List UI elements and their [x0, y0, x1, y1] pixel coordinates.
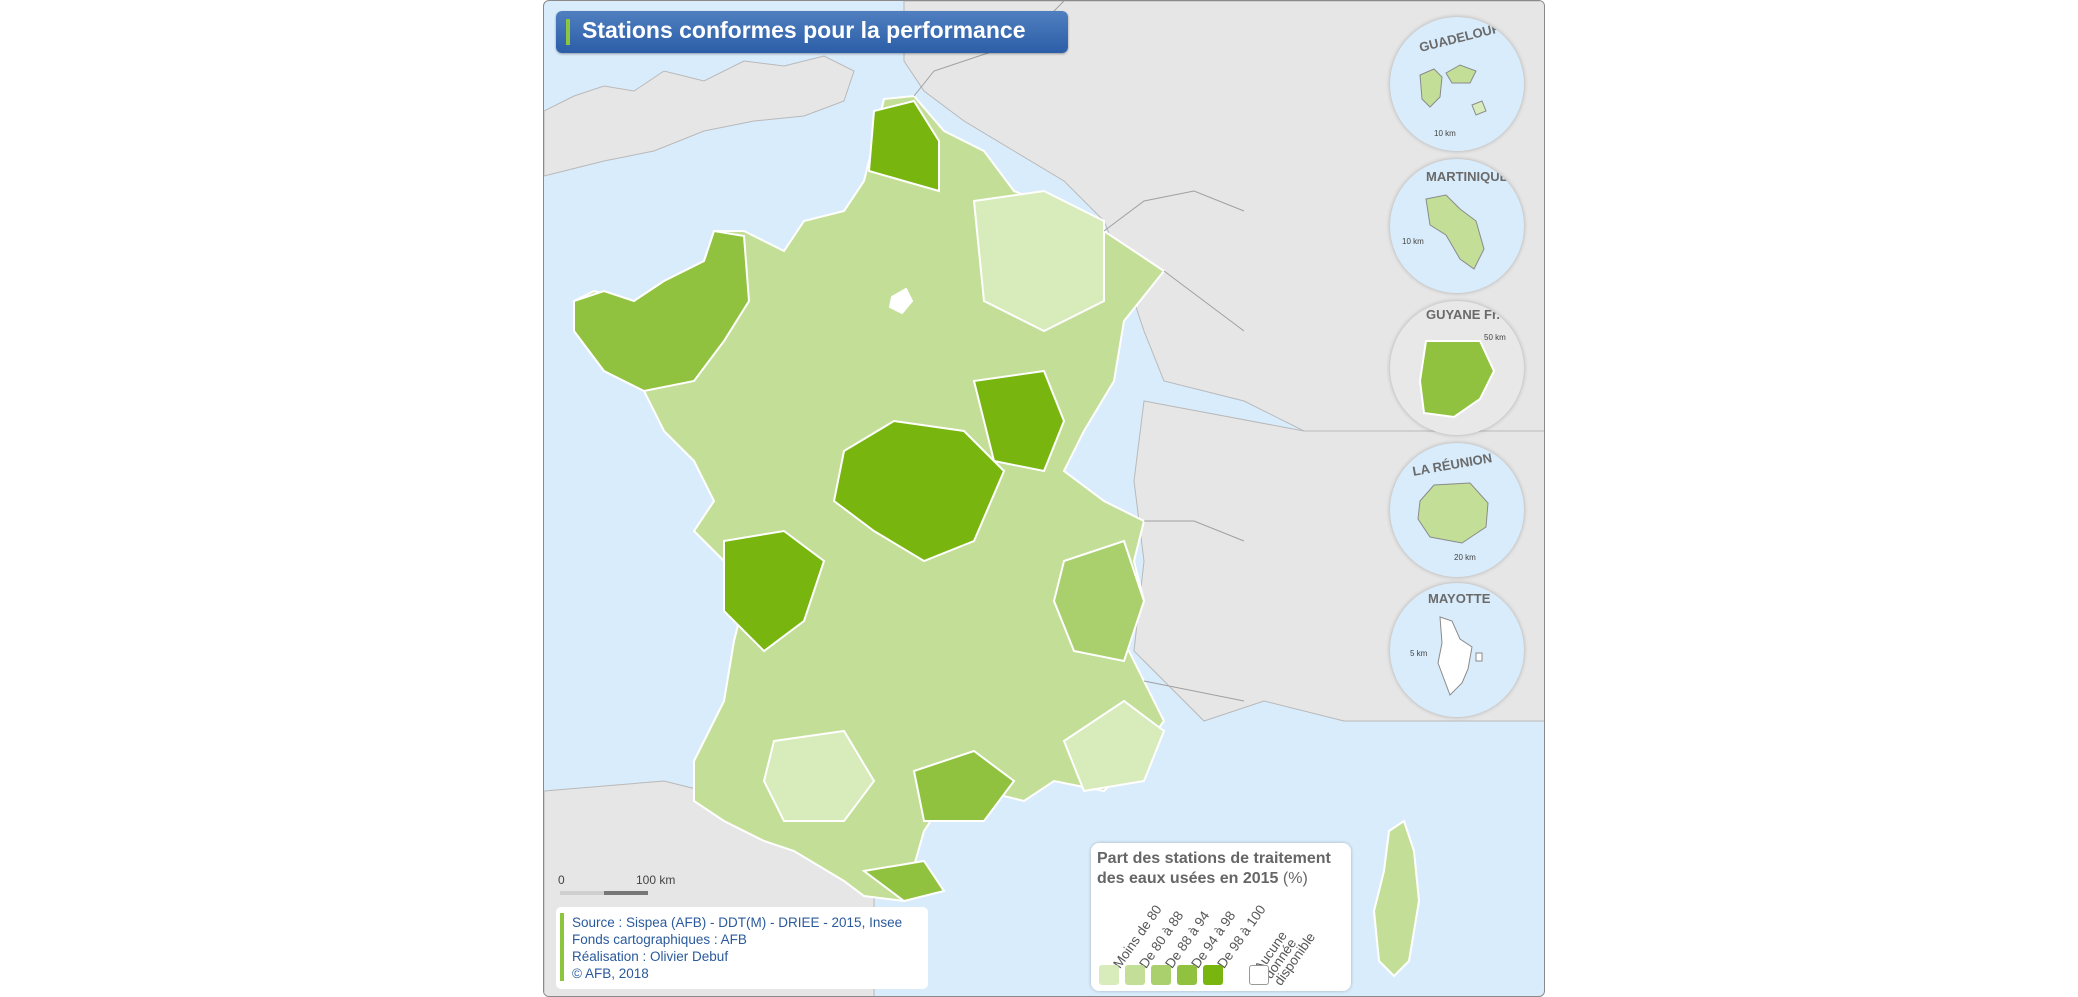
legend-swatch-6 [1249, 965, 1269, 985]
scale-line-half [560, 891, 604, 895]
title-accent-bar [566, 19, 570, 45]
martinique-shape [1425, 194, 1485, 270]
source-accent-bar [560, 913, 564, 981]
region-centre [832, 419, 1006, 563]
region-alps [1052, 539, 1146, 663]
inset-martinique[interactable]: MARTINIQUE 10 km [1390, 159, 1524, 293]
source-line-4: © AFB, 2018 [572, 966, 649, 981]
inset-guyane[interactable]: GUYANE Fr. 50 km [1390, 301, 1524, 435]
guadeloupe-shape [1419, 64, 1487, 116]
map-frame: Stations conformes pour la performance 0… [543, 0, 1545, 997]
scale-zero-label: 0 [558, 873, 565, 887]
guyane-shape [1418, 340, 1496, 419]
source-box: Source : Sispea (AFB) - DDT(M) - DRIEE -… [556, 907, 928, 989]
legend-title-text: Part des stations de traitement des eaux… [1097, 850, 1331, 887]
region-brittany [573, 229, 751, 393]
region-southeast-coast [1062, 699, 1166, 793]
scale-end-label: 100 km [636, 873, 676, 887]
source-line-3: Réalisation : Olivier Debuf [572, 949, 729, 964]
region-west-coast [723, 529, 826, 653]
legend-unit: (%) [1282, 870, 1308, 887]
source-line-2: Fonds cartographiques : AFB [572, 932, 747, 947]
border-lines [913, 1, 1245, 702]
inset-scale-mayotte: 5 km [1410, 649, 1428, 658]
scale-line [560, 891, 648, 895]
map-title-box: Stations conformes pour la performance [556, 11, 1068, 53]
region-south-lowlands [762, 729, 876, 822]
legend-swatch-4 [1177, 965, 1197, 985]
legend-title: Part des stations de traitement des eaux… [1097, 849, 1347, 889]
legend-swatch-5 [1203, 965, 1223, 985]
legend: Part des stations de traitement des eaux… [1091, 843, 1351, 991]
corsica [1372, 819, 1421, 978]
scale-bar: 0 100 km [558, 869, 675, 899]
region-northeast [972, 189, 1105, 333]
mayotte-shape [1437, 616, 1483, 696]
inset-scale-guyane: 50 km [1484, 333, 1506, 342]
page-title: Stations conformes pour la performance [582, 17, 1026, 43]
region-north [867, 99, 940, 193]
inset-scale-reunion: 20 km [1454, 553, 1476, 562]
inset-reunion[interactable]: LA RÉUNION 20 km [1390, 443, 1524, 577]
reunion-shape [1417, 482, 1489, 544]
inset-scale-martinique: 10 km [1402, 237, 1424, 246]
inset-scale-guadeloupe: 10 km [1434, 129, 1456, 138]
region-east [972, 369, 1066, 473]
region-gulf-lion [912, 749, 1016, 822]
inset-label-mayotte: MAYOTTE [1428, 591, 1491, 606]
legend-swatch-2 [1125, 965, 1145, 985]
legend-swatch-1 [1099, 965, 1119, 985]
inset-mayotte[interactable]: MAYOTTE 5 km [1390, 583, 1524, 717]
inset-label-martinique: MARTINIQUE [1426, 169, 1509, 184]
inset-label-guyane: GUYANE Fr. [1426, 307, 1500, 322]
source-line-1: Source : Sispea (AFB) - DDT(M) - DRIEE -… [572, 915, 903, 930]
inset-guadeloupe[interactable]: GUADELOUPE 10 km [1390, 17, 1524, 151]
region-pyrenees [861, 859, 946, 903]
foreign-land-uk [544, 55, 855, 177]
legend-swatch-3 [1151, 965, 1171, 985]
region-paris [888, 287, 914, 315]
